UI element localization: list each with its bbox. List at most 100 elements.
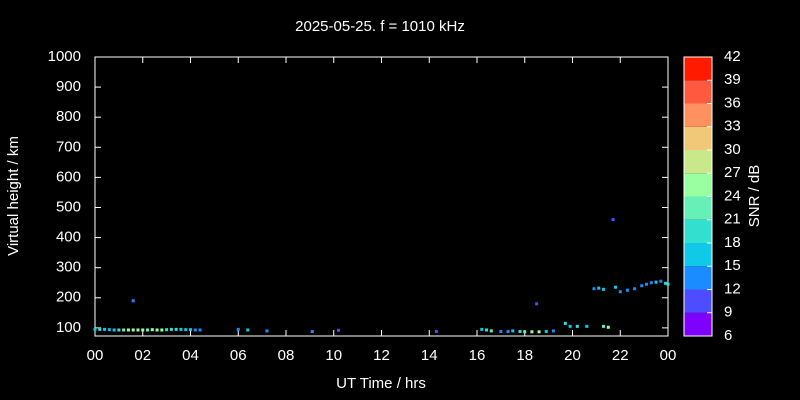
point xyxy=(618,290,622,294)
point xyxy=(265,329,269,333)
point xyxy=(141,328,145,332)
colorbar-band xyxy=(684,289,712,313)
y-tick-label: 800 xyxy=(56,108,81,125)
point xyxy=(602,324,606,328)
point xyxy=(592,287,596,291)
point xyxy=(126,328,130,332)
point xyxy=(506,329,510,333)
point xyxy=(551,329,555,333)
y-tick-label: 1000 xyxy=(48,48,81,65)
point xyxy=(434,329,438,333)
colorbar-tick-label: 36 xyxy=(724,94,741,111)
point xyxy=(98,327,102,331)
colorbar-band xyxy=(684,219,712,243)
point xyxy=(535,302,539,306)
point xyxy=(179,327,183,331)
point xyxy=(131,299,135,303)
point xyxy=(107,328,111,332)
point xyxy=(155,328,159,332)
point xyxy=(563,321,567,325)
point xyxy=(633,287,637,291)
x-tick-label: 04 xyxy=(182,347,199,364)
colorbar-band xyxy=(684,266,712,290)
point xyxy=(310,329,314,333)
y-tick-label: 700 xyxy=(56,138,81,155)
point xyxy=(654,280,658,284)
colorbar-tick-label: 9 xyxy=(724,304,732,321)
point xyxy=(189,328,192,332)
x-tick-label: 22 xyxy=(612,347,629,364)
colorbar-band xyxy=(684,173,712,197)
y-axis-label: Virtual height / km xyxy=(5,136,22,256)
colorbar-tick-label: 12 xyxy=(724,280,741,297)
point xyxy=(537,330,541,334)
point xyxy=(184,328,188,332)
colorbar-band xyxy=(684,126,712,150)
colorbar-label: SNR / dB xyxy=(746,165,763,228)
x-axis-label: UT Time / hrs xyxy=(336,375,426,392)
point xyxy=(530,330,534,334)
point xyxy=(544,329,548,333)
colorbar-tick-label: 42 xyxy=(724,48,741,65)
x-tick-label: 06 xyxy=(230,347,247,364)
colorbar-band xyxy=(684,243,712,267)
point xyxy=(585,324,589,328)
point xyxy=(160,328,164,332)
point xyxy=(337,328,341,332)
chart-title: 2025-05-25. f = 1010 kHz xyxy=(295,18,465,35)
point xyxy=(659,279,663,283)
x-tick-label: 00 xyxy=(87,347,104,364)
point xyxy=(664,281,668,285)
point xyxy=(640,284,644,288)
point xyxy=(602,287,606,291)
point xyxy=(606,325,610,329)
point xyxy=(511,329,515,333)
colorbar-tick-label: 39 xyxy=(724,71,741,88)
point xyxy=(246,328,250,332)
point xyxy=(169,327,173,331)
y-tick-label: 100 xyxy=(56,319,81,336)
colorbar-tick-label: 24 xyxy=(724,187,741,204)
y-tick-label: 600 xyxy=(56,168,81,185)
point xyxy=(613,285,617,289)
colorbar-tick-label: 27 xyxy=(724,164,741,181)
x-tick-label: 10 xyxy=(325,347,342,364)
x-tick-label: 20 xyxy=(564,347,581,364)
x-tick-label: 00 xyxy=(660,347,677,364)
point xyxy=(146,328,150,332)
y-tick-label: 200 xyxy=(56,289,81,306)
colorbar-tick-label: 15 xyxy=(724,257,741,274)
x-tick-label: 08 xyxy=(278,347,295,364)
point xyxy=(165,328,169,332)
point xyxy=(568,324,572,328)
point xyxy=(103,327,107,331)
point xyxy=(597,286,601,290)
point xyxy=(236,327,240,331)
colorbar-tick-label: 21 xyxy=(724,211,741,228)
colorbar-band xyxy=(684,57,712,81)
point xyxy=(649,281,653,285)
point xyxy=(645,282,649,286)
x-tick-label: 02 xyxy=(134,347,151,364)
point xyxy=(136,328,140,332)
x-tick-label: 14 xyxy=(421,347,438,364)
point xyxy=(518,329,522,333)
colorbar-band xyxy=(684,196,712,220)
colorbar-tick-label: 18 xyxy=(724,234,741,251)
point xyxy=(611,218,615,222)
point xyxy=(150,328,154,332)
colorbar-tick-label: 30 xyxy=(724,141,741,158)
point xyxy=(625,288,629,292)
point xyxy=(489,329,493,333)
y-tick-label: 300 xyxy=(56,259,81,276)
point xyxy=(575,324,579,328)
point xyxy=(122,328,126,332)
point xyxy=(485,328,489,332)
x-tick-label: 16 xyxy=(469,347,486,364)
y-tick-label: 900 xyxy=(56,78,81,95)
point xyxy=(198,328,202,332)
y-tick-label: 500 xyxy=(56,198,81,215)
point xyxy=(93,327,97,331)
